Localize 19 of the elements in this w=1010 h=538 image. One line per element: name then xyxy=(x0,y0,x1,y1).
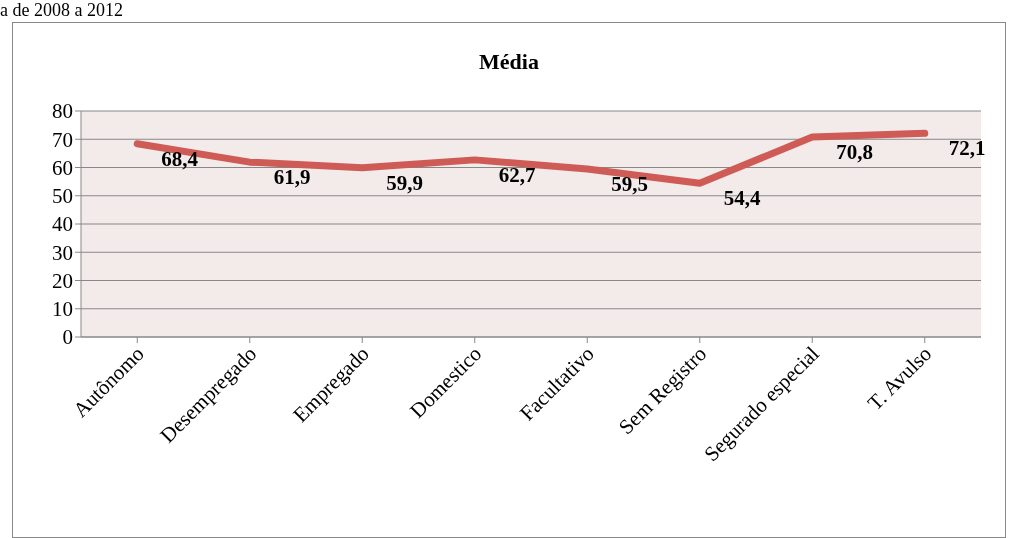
chart-title: Média xyxy=(478,49,540,75)
data-label: 70,8 xyxy=(836,139,873,164)
text: a de 2008 a 2012 xyxy=(0,0,123,21)
data-label: 62,7 xyxy=(498,162,536,187)
data-label: 59,9 xyxy=(386,170,423,195)
data-label: 61,9 xyxy=(273,165,311,190)
data-label: 68,4 xyxy=(161,146,199,171)
y-tick-label: 10 xyxy=(52,297,73,322)
data-label: 72,1 xyxy=(948,136,986,161)
y-tick-label: 50 xyxy=(52,184,73,209)
y-tick-label: 60 xyxy=(52,155,73,180)
y-tick-label: 30 xyxy=(52,240,73,265)
y-tick-label: 40 xyxy=(52,212,73,237)
data-label: 54,4 xyxy=(723,186,761,211)
y-tick-label: 70 xyxy=(52,127,73,152)
y-tick-label: 20 xyxy=(52,268,73,293)
data-label: 59,5 xyxy=(611,171,648,196)
y-tick-label: 0 xyxy=(62,325,73,350)
y-tick-label: 80 xyxy=(52,99,73,124)
